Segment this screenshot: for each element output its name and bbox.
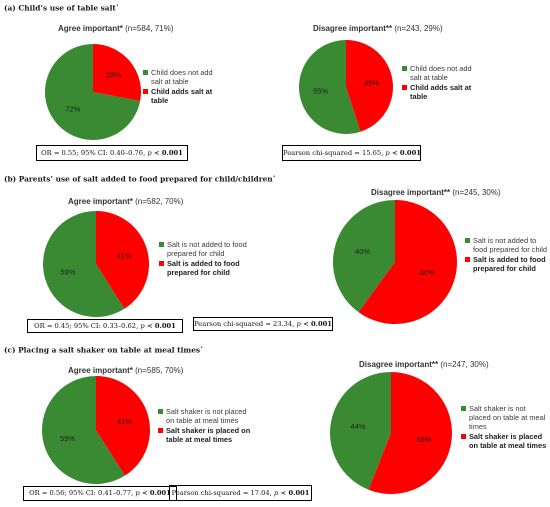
legend-a-disagree: Child does not add salt at table Child a… <box>402 64 478 102</box>
legend-item: Child adds salt at table <box>402 83 478 101</box>
legend-item: Salt is not added to food prepared for c… <box>465 236 547 254</box>
section-title-a: (a) Child’s use of table salt• <box>4 3 119 13</box>
pie-slice-0 <box>43 211 125 317</box>
pie-slice-label: 40% <box>355 247 370 256</box>
legend-item: Child adds salt at table <box>143 87 217 105</box>
pie-slice-label: 41% <box>116 251 131 260</box>
stat-box-b-chi: Pearson chi-squared = 23.34, p < 0.001 <box>193 317 333 331</box>
legend-item: Salt is not added to food prepared for c… <box>159 240 255 258</box>
legend-swatch <box>465 257 470 262</box>
pie-chart-c-disagree: 44% 56% <box>330 372 453 494</box>
pie-slice-1 <box>96 211 150 309</box>
pie-slice-label: 55% <box>313 87 328 96</box>
legend-swatch <box>159 261 164 266</box>
pie-chart-a-disagree: 55% 45% <box>298 40 393 134</box>
pie-slice-0 <box>41 376 125 484</box>
pie-slice-label: 41% <box>117 417 132 426</box>
stat-box-b-or: OR = 0.45; 95% CI: 0.33–0.62, p < 0.001 <box>27 319 183 333</box>
legend-item: Salt is added to food prepared for child <box>159 259 255 277</box>
pie-title-c-disagree: Disagree important** (n=247, 30%) <box>359 360 489 369</box>
section-title-b: (b) Parents’ use of salt added to food p… <box>4 174 276 184</box>
pie-slice-1 <box>346 40 393 132</box>
pie-slice-label: 72% <box>65 104 80 113</box>
legend-item: Salt shaker is not placed on table at me… <box>158 407 256 425</box>
legend-c-disagree: Salt shaker is not placed on table at me… <box>461 404 547 451</box>
pie-chart-b-disagree: 40% 60% <box>333 200 457 324</box>
legend-swatch <box>158 409 163 414</box>
pie-slice-0 <box>333 200 395 313</box>
pie-title-b-disagree: Disagree important** (n=245, 30%) <box>371 188 501 197</box>
legend-b-disagree: Salt is not added to food prepared for c… <box>465 236 547 274</box>
stat-box-a-chi: Pearson chi-squared = 15.65, p < 0.001 <box>282 145 421 161</box>
pie-slice-label: 59% <box>60 434 75 443</box>
section-title-c: (c) Placing a salt shaker on table at me… <box>4 345 204 355</box>
stat-box-a-or: OR = 0.55; 95% CI: 0.40–0.76, p < 0.001 <box>36 145 188 161</box>
pie-chart-a-agree: 72% 28% <box>44 44 141 140</box>
legend-item: Child does not add salt at table <box>143 68 217 86</box>
legend-a-agree: Child does not add salt at table Child a… <box>143 68 217 106</box>
legend-b-agree: Salt is not added to food prepared for c… <box>159 240 255 278</box>
pie-chart-c-agree: 59% 41% <box>41 376 150 484</box>
legend-item: Salt shaker is placed on table at meal t… <box>461 432 547 450</box>
legend-swatch <box>159 242 164 247</box>
pie-slice-1 <box>368 372 453 494</box>
legend-item: Salt shaker is placed on table at meal t… <box>158 426 256 444</box>
pie-title-a-agree: Agree important* (n=584, 71%) <box>58 24 174 33</box>
pie-slice-label: 28% <box>106 71 121 80</box>
pie-chart-b-agree: 59% 41% <box>43 211 150 317</box>
legend-swatch <box>143 70 148 75</box>
stat-box-c-chi: Pearson chi-squared = 17.04, p < 0.001 <box>169 485 312 501</box>
legend-item: Salt is added to food prepared for child <box>465 255 547 273</box>
pie-slice-1 <box>93 44 141 101</box>
pie-slice-label: 56% <box>416 435 431 444</box>
legend-swatch <box>402 85 407 90</box>
pie-slice-1 <box>96 376 150 476</box>
legend-swatch <box>461 434 466 439</box>
pie-slice-0 <box>44 44 141 140</box>
pie-slice-0 <box>298 40 361 134</box>
legend-swatch <box>402 66 407 71</box>
legend-c-agree: Salt shaker is not placed on table at me… <box>158 407 256 445</box>
pie-slice-label: 59% <box>60 268 75 277</box>
legend-item: Salt shaker is not placed on table at me… <box>461 404 547 431</box>
pie-slice-label: 44% <box>351 422 366 431</box>
pie-slice-label: 60% <box>420 268 435 277</box>
pie-slice-1 <box>358 200 457 324</box>
legend-swatch <box>143 89 148 94</box>
pie-title-a-disagree: Disagree important** (n=243, 29%) <box>313 24 443 33</box>
legend-item: Child does not add salt at table <box>402 64 478 82</box>
legend-swatch <box>461 406 466 411</box>
pie-slice-0 <box>330 372 391 490</box>
pie-title-c-agree: Agree important* (n=585, 70%) <box>68 366 184 375</box>
stat-box-c-or: OR = 0.56; 95% CI: 0.41–0.77, p < 0.001 <box>23 486 177 501</box>
pie-title-b-agree: Agree important* (n=582, 70%) <box>68 197 184 206</box>
pie-slice-label: 45% <box>364 78 379 87</box>
legend-swatch <box>158 428 163 433</box>
legend-swatch <box>465 238 470 243</box>
